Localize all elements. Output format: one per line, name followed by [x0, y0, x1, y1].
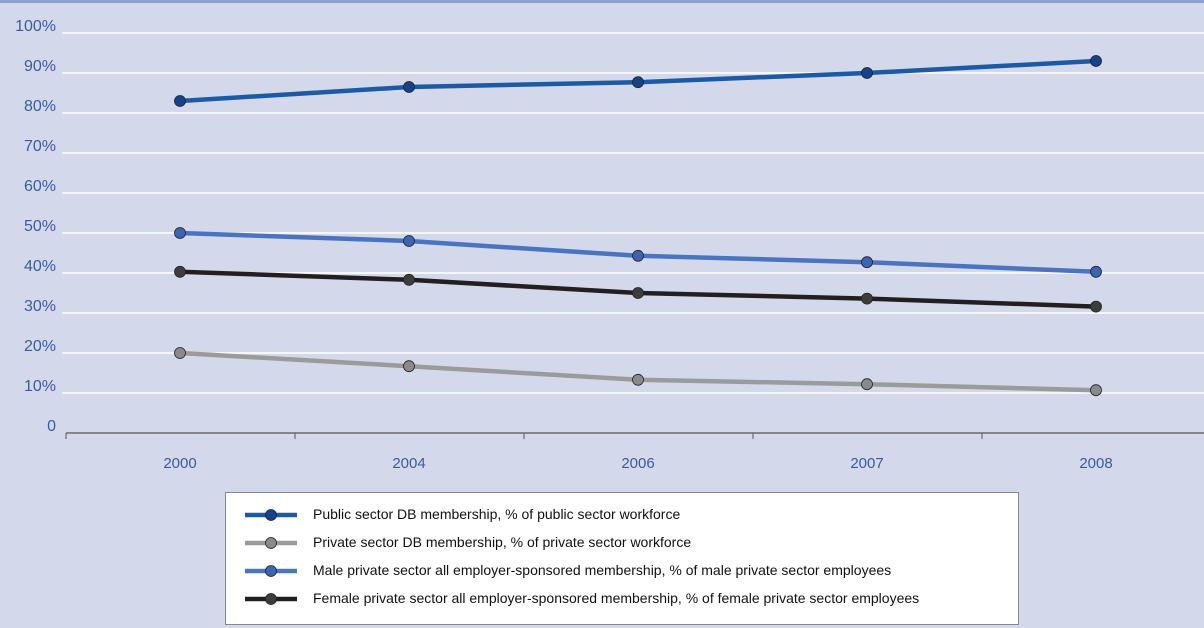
data-point — [403, 81, 415, 93]
y-tick-label: 80% — [24, 98, 56, 115]
legend-swatch-marker — [265, 509, 277, 521]
data-point — [632, 287, 644, 299]
legend-item-female-private: Female private sector all employer-spons… — [226, 585, 1016, 613]
y-tick-label: 90% — [24, 58, 56, 75]
legend-swatch-marker — [265, 537, 277, 549]
x-tick-label: 2004 — [392, 455, 425, 472]
data-point — [403, 273, 415, 286]
legend-swatch-marker — [265, 593, 277, 605]
data-point — [403, 235, 415, 247]
data-point — [861, 378, 873, 391]
legend-item-public-db: Public sector DB membership, % of public… — [226, 501, 1016, 529]
data-point — [861, 67, 873, 79]
legend-item-male-private: Male private sector all employer-sponsor… — [226, 557, 1016, 585]
y-tick-label: 60% — [24, 178, 56, 195]
y-tick-label: 0 — [47, 418, 56, 435]
legend-swatch-male-private — [245, 565, 297, 577]
legend-swatch-private-db — [245, 537, 297, 549]
data-point — [861, 292, 873, 305]
data-point — [632, 76, 644, 89]
x-tick-label: 2000 — [163, 455, 196, 472]
data-point — [1090, 55, 1102, 67]
x-tick-label: 2007 — [850, 455, 883, 472]
legend-item-private-db: Private sector DB membership, % of priva… — [226, 529, 1016, 557]
data-point — [174, 227, 186, 239]
data-point — [861, 256, 873, 269]
legend-label-private-db: Private sector DB membership, % of priva… — [313, 534, 692, 550]
data-point — [174, 265, 186, 278]
y-tick-label: 20% — [24, 338, 56, 355]
data-point — [632, 249, 644, 262]
legend-swatch-public-db — [245, 509, 297, 521]
y-tick-label: 10% — [24, 378, 56, 395]
data-point — [1090, 265, 1102, 278]
legend-label-male-private: Male private sector all employer-sponsor… — [313, 562, 892, 578]
data-point — [174, 95, 186, 107]
x-tick-label: 2006 — [621, 455, 654, 472]
y-tick-label: 70% — [24, 138, 56, 155]
y-tick-label: 50% — [24, 218, 56, 235]
legend-swatch-female-private — [245, 593, 297, 605]
data-point — [1090, 384, 1102, 397]
data-point — [403, 360, 415, 373]
y-tick-label: 100% — [15, 18, 56, 35]
legend: Public sector DB membership, % of public… — [225, 492, 1019, 625]
data-point — [1090, 300, 1102, 313]
y-tick-label: 30% — [24, 298, 56, 315]
y-tick-label: 40% — [24, 258, 56, 275]
legend-label-female-private: Female private sector all employer-spons… — [313, 590, 920, 606]
top-rule — [0, 0, 1204, 3]
data-point — [632, 373, 644, 386]
legend-label-public-db: Public sector DB membership, % of public… — [313, 506, 681, 522]
x-tick-label: 2008 — [1079, 455, 1112, 472]
legend-swatch-marker — [265, 565, 277, 577]
data-point — [174, 347, 186, 359]
